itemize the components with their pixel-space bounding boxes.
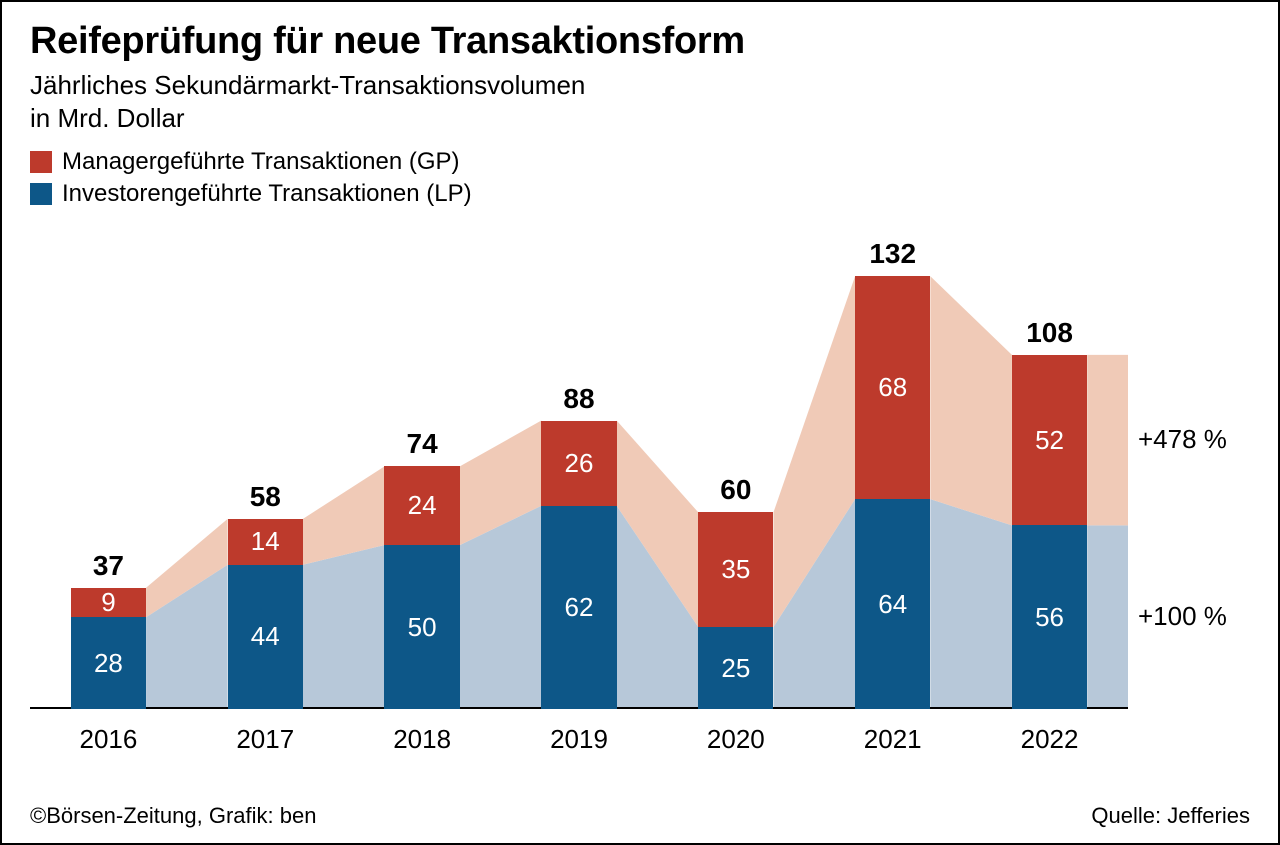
bar-lp-value: 28 xyxy=(94,648,123,679)
legend-item-gp: Managergeführte Transaktionen (GP) xyxy=(30,148,1250,176)
bar-gp: 68 xyxy=(855,276,930,499)
bar-lp-value: 25 xyxy=(721,653,750,684)
legend-swatch-lp xyxy=(30,183,52,205)
bar-total-label: 58 xyxy=(228,481,303,513)
chart-subtitle: Jährliches Sekundärmarkt-Transaktionsvol… xyxy=(30,69,1250,134)
bar-gp: 14 xyxy=(228,519,303,565)
bar-lp-value: 56 xyxy=(1035,602,1064,633)
chart-frame: Reifeprüfung für neue Transaktionsform J… xyxy=(0,0,1280,845)
bar-lp: 56 xyxy=(1012,525,1087,709)
bar-2016: 28937 xyxy=(71,588,146,709)
bar-2019: 622688 xyxy=(541,421,616,710)
bar-2021: 6468132 xyxy=(855,276,930,709)
bar-lp: 62 xyxy=(541,506,616,709)
x-axis-label: 2017 xyxy=(187,724,344,755)
bar-total-label: 132 xyxy=(855,238,930,270)
legend-swatch-gp xyxy=(30,151,52,173)
bar-lp-value: 50 xyxy=(408,612,437,643)
bar-gp-value: 68 xyxy=(878,372,907,403)
bar-lp-value: 44 xyxy=(251,621,280,652)
x-axis-label: 2016 xyxy=(30,724,187,755)
subtitle-line-1: Jährliches Sekundärmarkt-Transaktionsvol… xyxy=(30,70,585,100)
bar-gp: 35 xyxy=(698,512,773,627)
bar-total-label: 60 xyxy=(698,474,773,506)
bar-lp: 25 xyxy=(698,627,773,709)
footer-source: Quelle: Jefferies xyxy=(1091,803,1250,829)
chart-footer: ©Börsen-Zeitung, Grafik: ben Quelle: Jef… xyxy=(30,803,1250,829)
bar-gp-value: 24 xyxy=(408,490,437,521)
annotation-lp-growth: +100 % xyxy=(1138,601,1258,632)
bar-2018: 502474 xyxy=(384,466,459,709)
bar-gp: 26 xyxy=(541,421,616,506)
bar-gp-value: 35 xyxy=(721,554,750,585)
x-axis-label: 2019 xyxy=(501,724,658,755)
legend-item-lp: Investorengeführte Transaktionen (LP) xyxy=(30,180,1250,208)
bar-lp-value: 62 xyxy=(565,592,594,623)
bar-gp-value: 52 xyxy=(1035,425,1064,456)
bar-gp-value: 14 xyxy=(251,526,280,557)
bar-2017: 441458 xyxy=(228,519,303,709)
bar-gp: 9 xyxy=(71,588,146,618)
x-axis-labels: 2016201720182019202020212022 xyxy=(30,715,1128,755)
bar-lp: 64 xyxy=(855,499,930,709)
x-axis-label: 2021 xyxy=(814,724,971,755)
bar-2020: 253560 xyxy=(698,512,773,709)
chart-legend: Managergeführte Transaktionen (GP) Inves… xyxy=(30,148,1250,208)
legend-label-lp: Investorengeführte Transaktionen (LP) xyxy=(62,180,472,208)
bar-total-label: 37 xyxy=(71,550,146,582)
bar-gp: 52 xyxy=(1012,355,1087,525)
bar-lp: 50 xyxy=(384,545,459,709)
annotation-gp-growth: +478 % xyxy=(1138,424,1258,455)
x-axis-label: 2018 xyxy=(344,724,501,755)
bar-gp: 24 xyxy=(384,466,459,545)
bar-total-label: 88 xyxy=(541,383,616,415)
x-axis-label: 2022 xyxy=(971,724,1128,755)
chart-title: Reifeprüfung für neue Transaktionsform xyxy=(30,20,1250,63)
chart-area: 2893744145850247462268825356064681325652… xyxy=(30,250,1258,755)
bar-2022: 5652108 xyxy=(1012,355,1087,709)
bar-lp-value: 64 xyxy=(878,589,907,620)
bar-lp: 28 xyxy=(71,617,146,709)
legend-label-gp: Managergeführte Transaktionen (GP) xyxy=(62,148,460,176)
bar-total-label: 108 xyxy=(1012,317,1087,349)
x-axis-label: 2020 xyxy=(657,724,814,755)
bar-gp-value: 26 xyxy=(565,448,594,479)
bar-lp: 44 xyxy=(228,565,303,709)
plot-area: 2893744145850247462268825356064681325652… xyxy=(30,250,1128,709)
chart-header: Reifeprüfung für neue Transaktionsform J… xyxy=(2,2,1278,208)
bar-gp-value: 9 xyxy=(101,587,115,618)
subtitle-line-2: in Mrd. Dollar xyxy=(30,103,185,133)
bar-total-label: 74 xyxy=(384,428,459,460)
footer-credit: ©Börsen-Zeitung, Grafik: ben xyxy=(30,803,316,829)
